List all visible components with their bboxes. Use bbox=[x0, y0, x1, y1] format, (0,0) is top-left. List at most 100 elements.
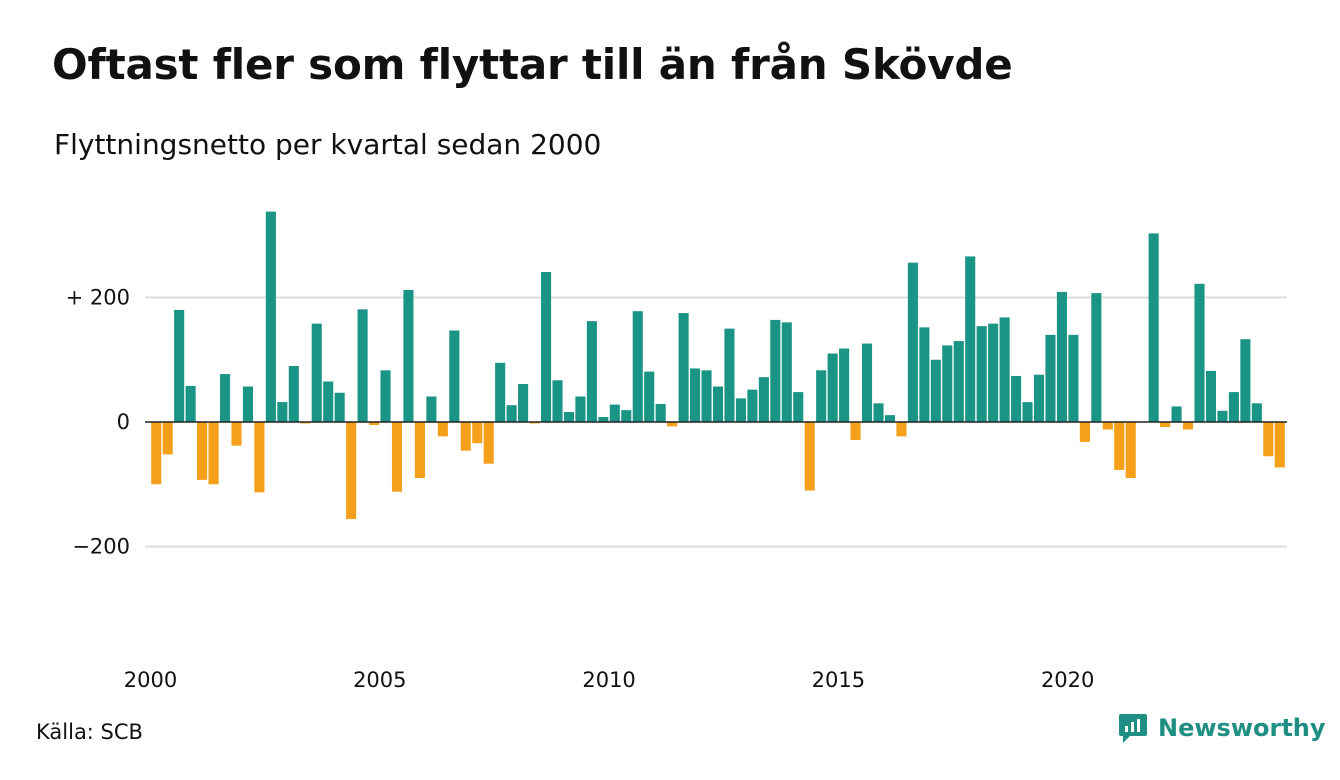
bar: 2018 K3: 168 bbox=[999, 317, 1010, 422]
bar: 2007 K1: -34 bbox=[472, 422, 483, 444]
bar: 2014 K1: 48 bbox=[793, 392, 804, 422]
bar: 2001 K2: -100 bbox=[208, 422, 219, 485]
bar: 2013 K4: 160 bbox=[781, 322, 792, 422]
bar: 2009 K3: 162 bbox=[586, 321, 597, 422]
bar: 2010 K3: 178 bbox=[632, 311, 643, 422]
bar: 2007 K4: 27 bbox=[506, 405, 517, 422]
bar: 2006 K1: 41 bbox=[426, 396, 437, 422]
brand-logo: Newsworthy bbox=[1118, 712, 1326, 744]
bar: 2023 K1: 82 bbox=[1205, 370, 1217, 422]
y-tick-label: + 200 bbox=[66, 286, 130, 310]
bar: 2019 K2: 76 bbox=[1033, 374, 1045, 422]
bar: 2019 K4: 209 bbox=[1056, 291, 1067, 422]
bar: 2010 K4: 81 bbox=[644, 371, 655, 422]
bar: 2005 K3: 212 bbox=[403, 290, 414, 422]
bar: 2013 K3: 164 bbox=[770, 319, 781, 422]
bar: 2006 K3: 147 bbox=[449, 330, 460, 422]
bar: 2007 K3: 95 bbox=[495, 362, 506, 422]
bar: 2008 K3: 241 bbox=[540, 271, 552, 422]
bar: 2017 K4: 266 bbox=[965, 256, 976, 422]
bar: 2010 K1: 28 bbox=[609, 404, 620, 422]
bar: 2003 K4: 65 bbox=[323, 381, 334, 422]
bar: 2004 K3: 181 bbox=[357, 309, 368, 422]
bar: 2016 K1: 11 bbox=[884, 415, 896, 422]
bar: 2022 K2: 25 bbox=[1171, 406, 1182, 422]
brand-name: Newsworthy bbox=[1158, 714, 1326, 742]
bar: 2006 K2: -23 bbox=[437, 422, 448, 437]
y-axis-tick-labels: + 200 0 −200 bbox=[66, 286, 130, 559]
bar: 2008 K4: 67 bbox=[552, 380, 563, 422]
x-tick-label: 2005 bbox=[353, 668, 406, 692]
x-tick-label: 2010 bbox=[582, 668, 635, 692]
bar: 2023 K2: 18 bbox=[1217, 410, 1228, 423]
bar: 2015 K2: -29 bbox=[850, 422, 861, 441]
bar: 2007 K2: -67 bbox=[483, 422, 494, 464]
bar: 2013 K2: 72 bbox=[758, 377, 769, 422]
y-tick-label: −200 bbox=[72, 535, 130, 559]
bar: 2001 K4: -38 bbox=[231, 422, 242, 446]
bar: 2004 K2: -156 bbox=[346, 422, 357, 520]
bar: 2004 K4: -5 bbox=[369, 422, 380, 426]
bar: 2000 K1: -100 bbox=[151, 422, 162, 485]
chart-subtitle: Flyttningsnetto per kvartal sedan 2000 bbox=[54, 128, 602, 161]
bar: 2024 K3: -73 bbox=[1274, 422, 1285, 468]
bar: 2014 K2: -110 bbox=[804, 422, 815, 491]
bar: 2005 K2: -112 bbox=[391, 422, 403, 492]
x-axis-tick-labels: 2000 2005 2010 2015 2020 bbox=[124, 668, 1095, 692]
bar: 2013 K1: 52 bbox=[747, 389, 758, 422]
bar: 2017 K2: 123 bbox=[942, 345, 953, 422]
bar: 2004 K1: 47 bbox=[334, 392, 345, 422]
bar: 2020 K1: 140 bbox=[1068, 334, 1079, 422]
bar: 2012 K3: 150 bbox=[724, 328, 735, 423]
bar: 2015 K1: 118 bbox=[839, 348, 850, 422]
bar: 2015 K4: 30 bbox=[873, 403, 884, 422]
source-note: Källa: SCB bbox=[36, 720, 143, 744]
bar: 2008 K1: 61 bbox=[518, 384, 529, 422]
bar: 2021 K1: -77 bbox=[1114, 422, 1125, 470]
bar: 2011 K3: 175 bbox=[678, 313, 689, 422]
bar: 2011 K4: 86 bbox=[690, 368, 701, 422]
bar: 2023 K4: 133 bbox=[1240, 339, 1251, 422]
bar: 2003 K3: 158 bbox=[311, 323, 322, 422]
bar: 2020 K4: -12 bbox=[1102, 422, 1113, 430]
bar: 2018 K1: 154 bbox=[976, 326, 987, 422]
bar: 2019 K3: 140 bbox=[1045, 334, 1056, 422]
bar: 2014 K3: 83 bbox=[816, 370, 827, 422]
bar: 2024 K2: -55 bbox=[1263, 422, 1274, 457]
bar: 2016 K3: 256 bbox=[907, 262, 918, 422]
bar: 2020 K2: -32 bbox=[1079, 422, 1090, 442]
bar: 2020 K3: 207 bbox=[1091, 293, 1102, 422]
bar: 2001 K3: 77 bbox=[219, 374, 231, 422]
bar: 2006 K4: -46 bbox=[460, 422, 471, 451]
bar: 2005 K4: -90 bbox=[414, 422, 425, 479]
bar: 2024 K1: 30 bbox=[1251, 403, 1262, 422]
chart-title: Oftast fler som flyttar till än från Skö… bbox=[52, 40, 1013, 89]
bar: 2001 K1: -93 bbox=[197, 422, 208, 480]
bar: 2005 K1: 83 bbox=[380, 370, 391, 422]
bars: 2000 K1: -1002000 K2: -522000 K3: 180 200… bbox=[145, 211, 1287, 520]
y-tick-label: 0 bbox=[117, 410, 130, 434]
bar: 2009 K1: 16 bbox=[563, 412, 575, 422]
bar: 2003 K1: 90 bbox=[288, 365, 299, 423]
bar: 2017 K3: 130 bbox=[953, 341, 964, 422]
bar: 2016 K4: 152 bbox=[919, 327, 930, 422]
bar: 2014 K4: 110 bbox=[827, 353, 838, 422]
bar: 2011 K2: -7 bbox=[667, 422, 678, 427]
bar: 2019 K1: 32 bbox=[1022, 402, 1033, 422]
x-tick-label: 2015 bbox=[812, 668, 865, 692]
bar: 2016 K2: -23 bbox=[896, 422, 907, 437]
bar: 2010 K2: 19 bbox=[621, 410, 632, 422]
bar: 2015 K3: 126 bbox=[862, 343, 873, 422]
x-tick-label: 2000 bbox=[124, 668, 177, 692]
bar: 2009 K4: 8 bbox=[598, 417, 609, 422]
bar: 2000 K2: -52 bbox=[162, 422, 173, 455]
bar: 2022 K1: -8 bbox=[1160, 422, 1171, 427]
bar: 2000 K3: 180 bbox=[174, 309, 185, 422]
bar: 2012 K2: 57 bbox=[712, 386, 724, 422]
bar: 2021 K4: 303 bbox=[1148, 233, 1159, 422]
bar: 2017 K1: 100 bbox=[930, 359, 941, 422]
